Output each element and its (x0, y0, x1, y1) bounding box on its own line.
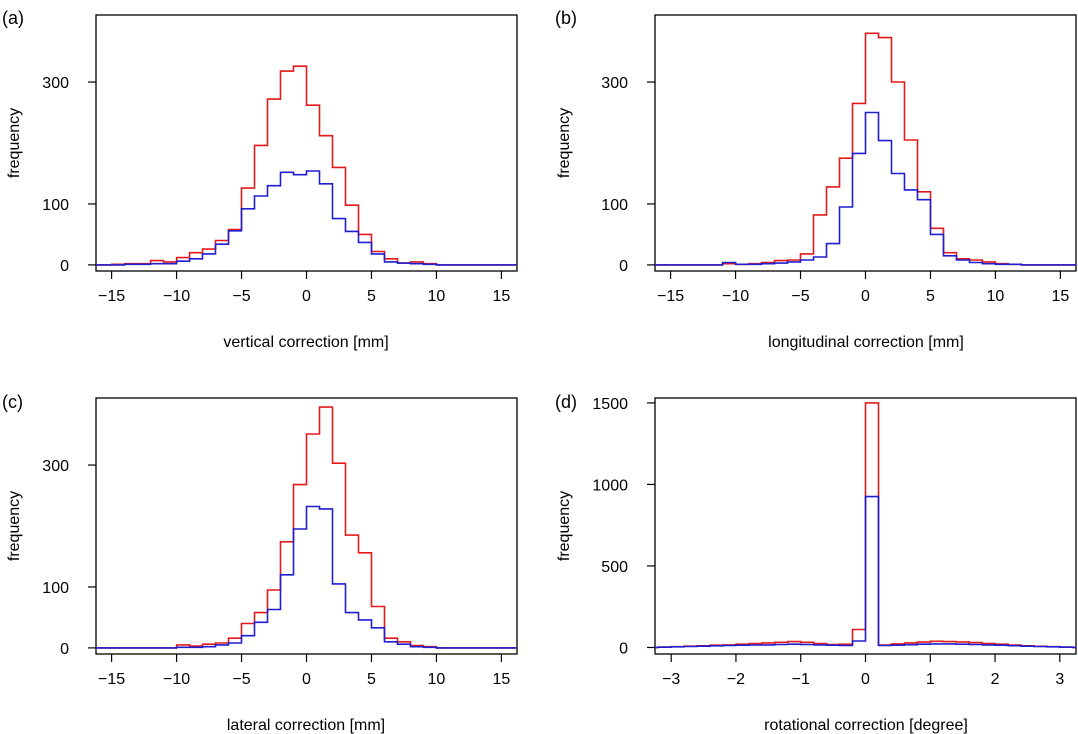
panel-a-x-tick-label: 15 (493, 288, 511, 305)
panel-b-x-tick-label: 15 (1052, 288, 1070, 305)
panel-d-y-tick-label: 500 (601, 559, 628, 576)
panel-a: (a) vertical correction [mm] frequency −… (2, 8, 518, 351)
panel-c-x-tick-label: 0 (302, 671, 311, 688)
panel-a-blue-histogram-line (96, 170, 517, 266)
panel-c-x-tick-label: 5 (367, 671, 376, 688)
panel-d-label: (d) (555, 392, 577, 412)
panel-d: (d) rotational correction [degree] frequ… (555, 392, 1077, 734)
panel-c-x-tick-label: −10 (163, 671, 190, 688)
panel-d-y-axis-title: frequency (556, 491, 573, 561)
panel-d-x-tick-label: −3 (662, 671, 680, 688)
panel-c-series (96, 406, 517, 649)
panel-a-plot-frame (95, 14, 518, 272)
panel-a-y-tick-label: 0 (60, 258, 69, 275)
panel-a-x-tick-label: 10 (428, 288, 446, 305)
panel-b-y-axis-title: frequency (556, 108, 573, 178)
panel-a-y-axis-title: frequency (6, 108, 23, 178)
panel-b-blue-histogram-line (655, 111, 1076, 266)
panel-d-x-tick-label: 3 (1055, 671, 1064, 688)
panel-c-x-axis-title: lateral correction [mm] (227, 717, 385, 734)
panel-b-label: (b) (555, 8, 577, 28)
panel-a-x-ticks: −15 −10 −5 0 5 10 15 (98, 271, 510, 305)
panel-a-y-tick-label: 100 (42, 197, 69, 214)
panel-a-series (96, 65, 517, 266)
panel-c-label: (c) (2, 392, 23, 412)
panel-b-y-tick-label: 100 (601, 197, 628, 214)
panel-d-x-tick-label: 1 (926, 671, 935, 688)
panel-b-x-ticks: −15 −10 −5 0 5 10 15 (657, 271, 1069, 305)
panel-a-x-axis-title: vertical correction [mm] (223, 334, 388, 351)
panel-b-x-tick-label: 0 (861, 288, 870, 305)
panel-a-x-tick-label: 5 (367, 288, 376, 305)
panel-a-y-tick-label: 300 (42, 75, 69, 92)
panel-a-x-tick-label: 0 (302, 288, 311, 305)
panel-c-x-tick-label: −15 (98, 671, 125, 688)
panel-d-x-axis-title: rotational correction [degree] (764, 717, 968, 734)
panel-c-x-tick-label: −5 (232, 671, 250, 688)
panel-d-x-tick-label: 2 (991, 671, 1000, 688)
panel-a-y-ticks: 0 100 300 (42, 75, 96, 275)
panel-c-y-tick-label: 100 (42, 580, 69, 597)
panel-b-x-tick-label: 10 (987, 288, 1005, 305)
panel-c: (c) lateral correction [mm] frequency −1… (2, 392, 518, 734)
panel-b-y-ticks: 0 100 300 (601, 75, 655, 275)
panel-c-y-tick-label: 0 (60, 641, 69, 658)
panel-b-y-tick-label: 0 (619, 258, 628, 275)
panel-a-red-histogram-line (96, 65, 517, 266)
panel-a-x-tick-label: −15 (98, 288, 125, 305)
panel-d-y-ticks: 0 500 1000 1500 (592, 396, 655, 657)
panel-d-y-tick-label: 1500 (592, 396, 628, 413)
panel-d-x-ticks: −3 −2 −1 0 1 2 3 (662, 654, 1064, 688)
panel-c-y-axis-title: frequency (6, 491, 23, 561)
panel-b-x-tick-label: 5 (926, 288, 935, 305)
panel-d-y-tick-label: 1000 (592, 477, 628, 494)
panel-d-x-tick-label: 0 (861, 671, 870, 688)
panel-d-y-tick-label: 0 (619, 640, 628, 657)
panel-c-x-tick-label: 15 (493, 671, 511, 688)
panel-a-x-tick-label: −10 (163, 288, 190, 305)
panel-b-x-tick-label: −5 (791, 288, 809, 305)
panel-b-x-axis-title: longitudinal correction [mm] (768, 334, 964, 351)
panel-c-x-tick-label: 10 (428, 671, 446, 688)
panel-c-x-ticks: −15 −10 −5 0 5 10 15 (98, 654, 510, 688)
panel-d-x-tick-label: −2 (727, 671, 745, 688)
panel-d-blue-histogram-line (655, 495, 1076, 649)
panel-b: (b) longitudinal correction [mm] frequen… (555, 8, 1077, 351)
panel-b-x-tick-label: −15 (657, 288, 684, 305)
panel-d-series (655, 402, 1076, 649)
panel-b-series (655, 32, 1076, 266)
panel-b-y-tick-label: 300 (601, 75, 628, 92)
panel-d-x-tick-label: −1 (792, 671, 810, 688)
panel-c-blue-histogram-line (96, 505, 517, 649)
panel-b-x-tick-label: −10 (722, 288, 749, 305)
panel-a-x-tick-label: −5 (232, 288, 250, 305)
panel-c-y-ticks: 0 100 300 (42, 458, 96, 658)
panel-a-label: (a) (2, 8, 24, 28)
panel-c-y-tick-label: 300 (42, 458, 69, 475)
